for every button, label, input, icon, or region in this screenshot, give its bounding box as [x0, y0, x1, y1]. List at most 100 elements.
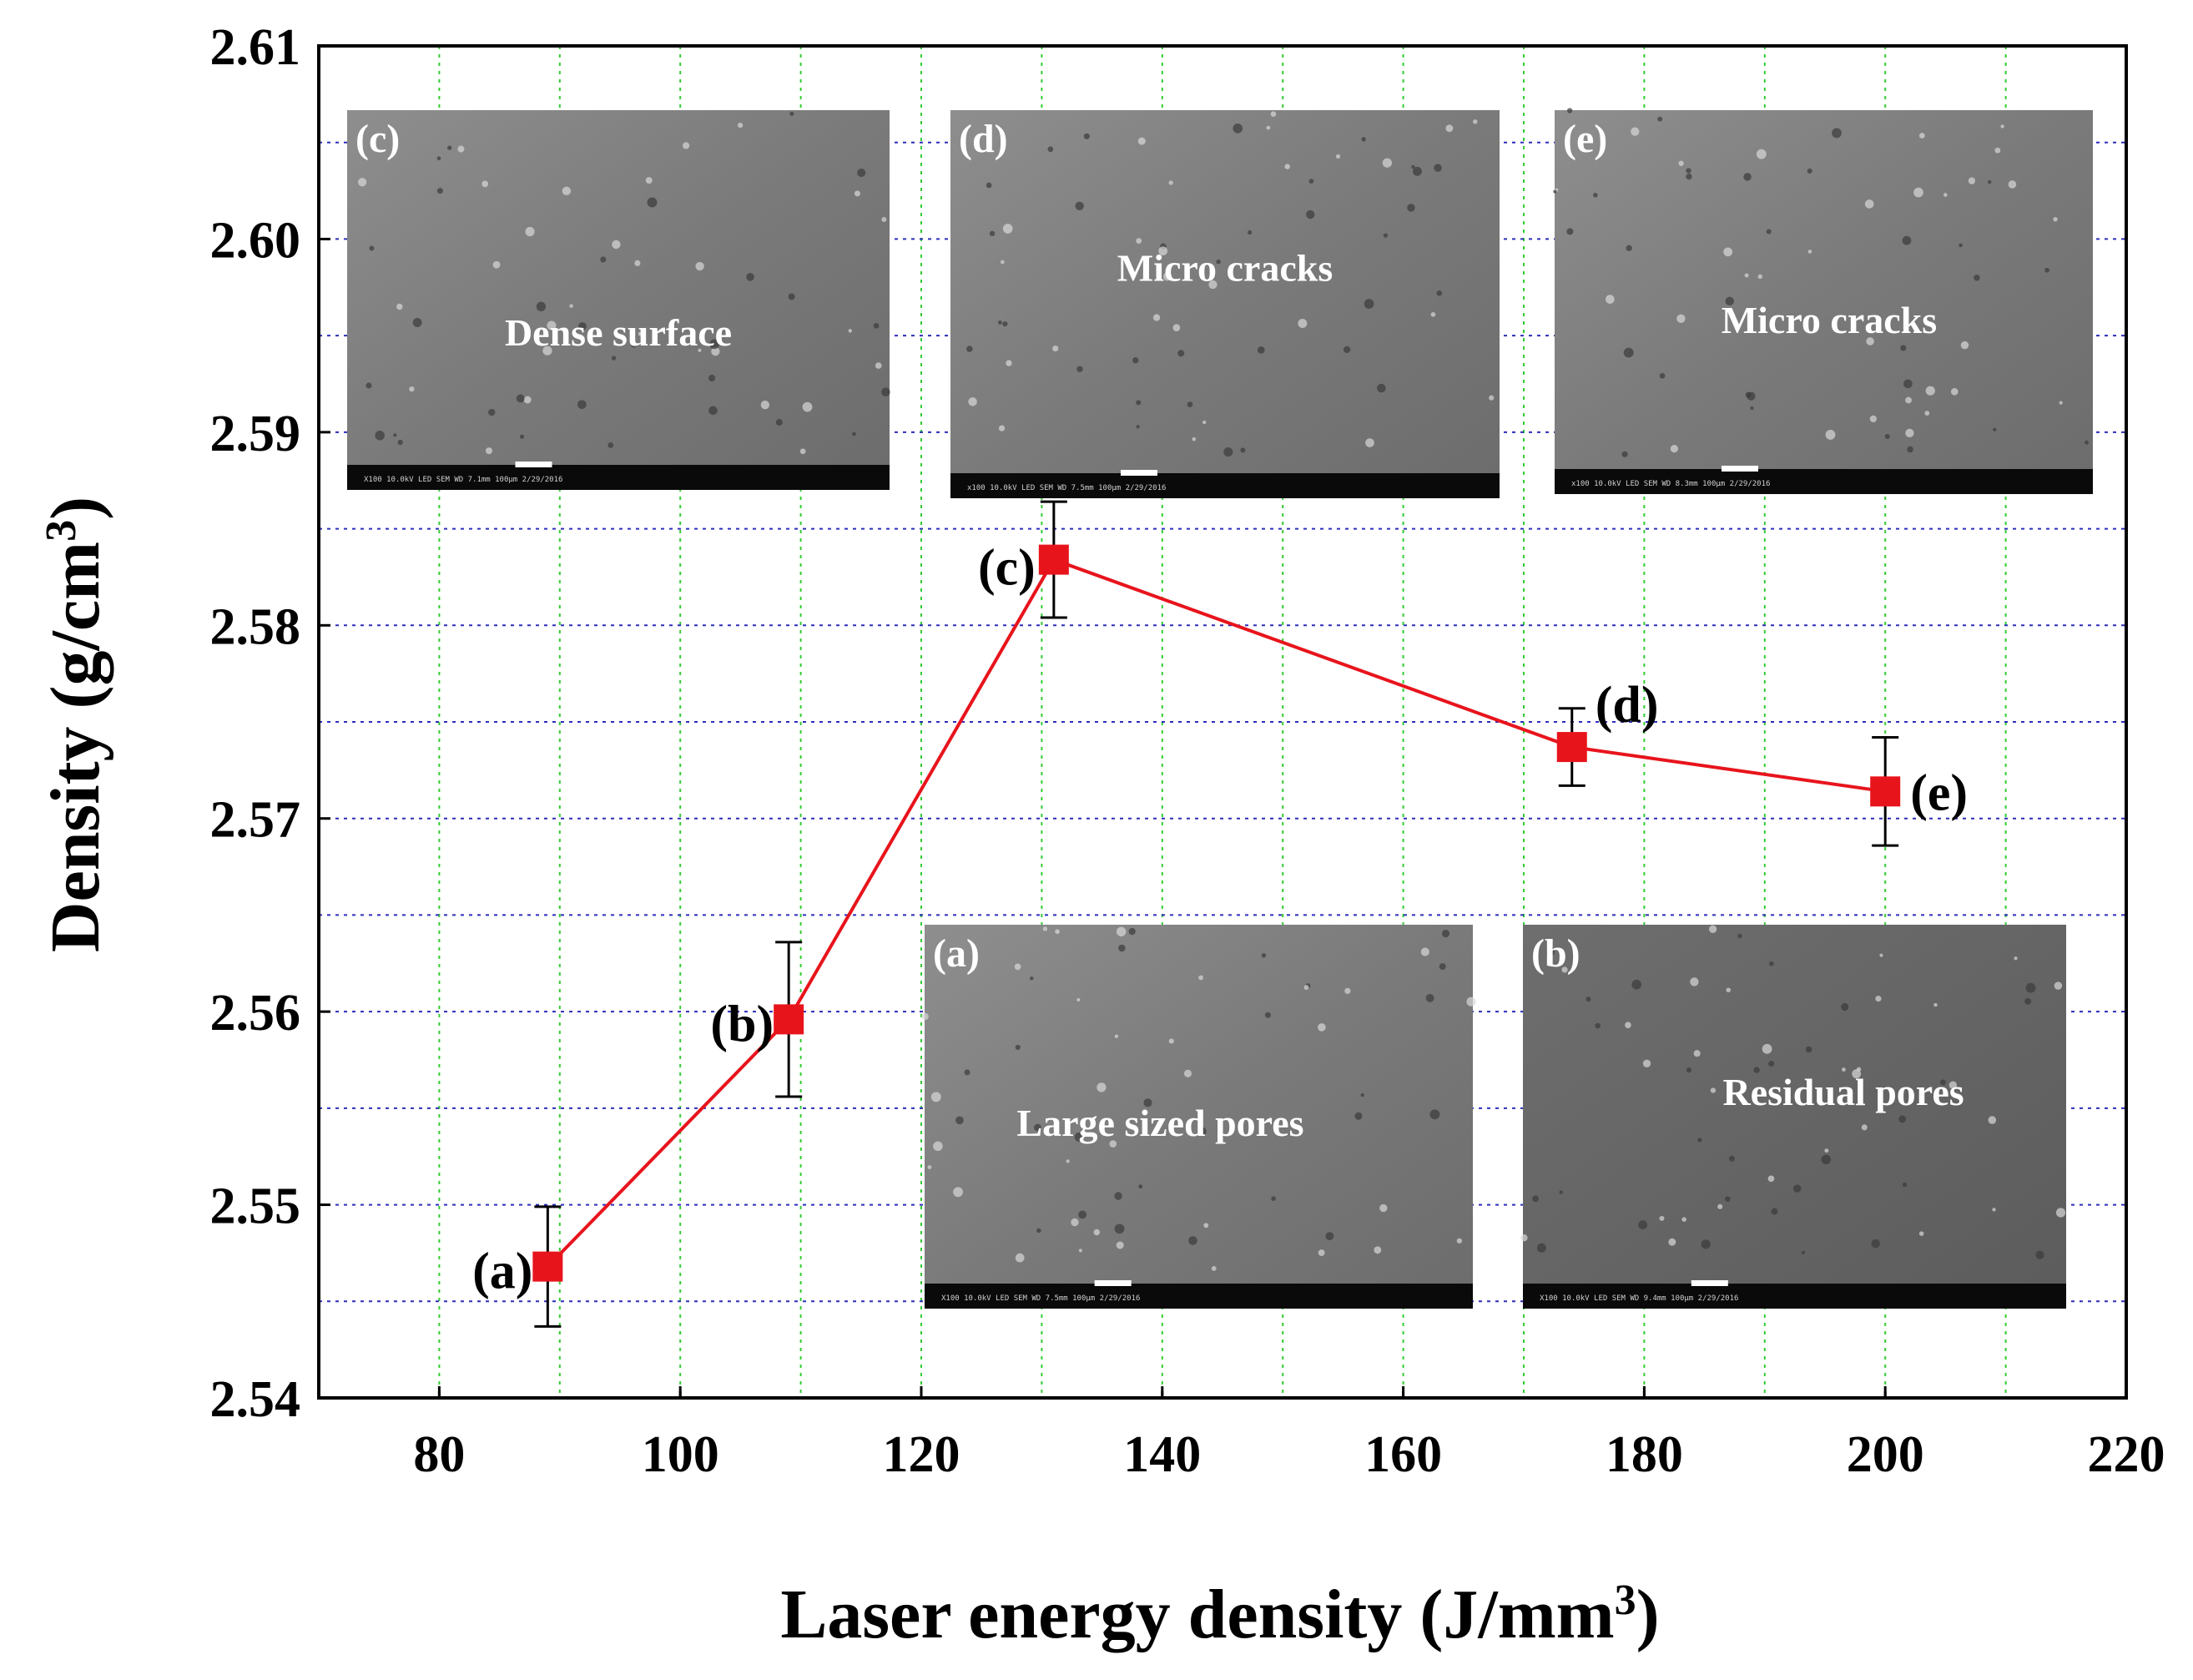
axis-ticks: 80 100 120 140 160 180 200 220 2.54 2.55 2.56 2.57 2…	[210, 19, 2165, 1483]
sem-texture-dot	[1015, 1044, 1021, 1051]
data-point-label: (a)	[472, 1244, 532, 1300]
sem-texture-dot	[1743, 173, 1752, 181]
sem-texture-dot	[1168, 180, 1173, 185]
sem-inset-e: x100 10.0kV LED SEM WD 8.3mm 100μm 2/29/…	[1553, 108, 2093, 494]
sem-texture-dot	[997, 320, 1002, 325]
sem-texture-dot	[1047, 146, 1054, 153]
sem-texture-dot	[711, 346, 720, 356]
sem-texture-dot	[1559, 1190, 1563, 1194]
sem-info-bar	[347, 465, 890, 490]
sem-texture-dot	[1136, 400, 1142, 406]
sem-letter-label: (b)	[1531, 931, 1580, 976]
sem-info-bar	[1523, 1284, 2066, 1309]
sem-texture-dot	[1344, 346, 1351, 354]
sem-texture-dot	[1805, 1046, 1812, 1053]
sem-texture-dot	[802, 401, 813, 412]
sem-texture-dot	[1595, 1022, 1601, 1029]
sem-texture-dot	[523, 396, 532, 404]
sem-texture-dot	[1925, 386, 1935, 396]
sem-texture-dot	[1708, 925, 1717, 933]
sem-scale-bar	[1120, 470, 1157, 476]
sem-texture-dot	[1271, 1196, 1276, 1201]
sem-texture-dot	[1473, 119, 1478, 124]
y-tick-label: 2.56	[210, 985, 301, 1042]
sem-texture-dot	[1187, 401, 1193, 407]
sem-texture-dot	[1360, 1093, 1364, 1097]
sem-inset-b: X100 10.0kV LED SEM WD 9.4mm 100μm 2/29/…	[1520, 925, 2066, 1309]
sem-texture-dot	[481, 180, 489, 188]
sem-texture-dot	[989, 230, 996, 237]
sem-image	[925, 925, 1473, 1309]
sem-texture-dot	[447, 145, 452, 150]
sem-texture-dot	[1701, 1239, 1711, 1249]
sem-texture-dot	[1726, 987, 1732, 993]
sem-texture-dot	[1536, 1243, 1546, 1253]
sem-texture-dot	[1036, 1228, 1041, 1234]
sem-texture-dot	[2024, 997, 2032, 1005]
sem-texture-dot	[1335, 154, 1341, 159]
sem-caption: Micro cracks	[1722, 299, 1937, 341]
sem-texture-dot	[966, 346, 973, 352]
sem-texture-dot	[578, 322, 587, 330]
sem-texture-dot	[1489, 395, 1495, 401]
sem-texture-dot	[577, 400, 587, 410]
sem-image	[950, 110, 1500, 498]
sem-texture-dot	[1109, 1140, 1117, 1148]
data-point-marker	[1038, 544, 1069, 575]
sem-texture-dot	[1002, 321, 1008, 327]
sem-texture-dot	[1766, 229, 1772, 235]
sem-texture-dot	[709, 339, 719, 350]
sem-texture-dot	[746, 273, 754, 281]
sem-texture-dot	[436, 156, 441, 161]
sem-texture-dot	[562, 186, 572, 196]
sem-texture-dot	[1856, 1067, 1862, 1072]
sem-texture-dot	[1668, 1238, 1676, 1246]
sem-texture-dot	[519, 434, 525, 439]
sem-texture-dot	[1884, 434, 1890, 439]
sem-texture-dot	[708, 406, 718, 416]
sem-texture-dot	[1593, 193, 1598, 198]
sem-texture-dot	[1553, 189, 1557, 194]
data-point-label: (e)	[1910, 764, 1968, 821]
sem-texture-dot	[1737, 933, 1742, 939]
sem-texture-dot	[1466, 996, 1476, 1006]
sem-caption: Large sized pores	[1016, 1102, 1303, 1144]
y-tick-label: 2.60	[210, 212, 301, 269]
sem-texture-dot	[1959, 243, 1963, 248]
sem-texture-dot	[1172, 324, 1181, 332]
sem-texture-dot	[1074, 1132, 1084, 1143]
sem-texture-dot	[1723, 247, 1733, 257]
sem-texture-dot	[1861, 1124, 1868, 1131]
sem-texture-dot	[857, 168, 866, 178]
sem-texture-dot	[1670, 444, 1679, 453]
sem-scale-bar	[1721, 466, 1758, 472]
sem-info-text: x100 10.0kV LED SEM WD 8.3mm 100μm 2/29/…	[1571, 480, 1770, 488]
sem-inset-c: X100 10.0kV LED SEM WD 7.1mm 100μm 2/29/…	[347, 110, 890, 490]
sem-caption: Dense surface	[505, 311, 732, 354]
sem-texture-dot	[1128, 927, 1136, 936]
sem-texture-dot	[695, 261, 704, 271]
sem-texture-dot	[1096, 1082, 1107, 1092]
sem-texture-dot	[1902, 235, 1912, 245]
sem-texture-dot	[1756, 149, 1767, 159]
sem-texture-dot	[1905, 396, 1912, 404]
sem-texture-dot	[1807, 250, 1812, 254]
sem-texture-dot	[1832, 128, 1842, 139]
sem-texture-dot	[516, 394, 525, 403]
sem-texture-dot	[1744, 273, 1749, 278]
sem-texture-dot	[1344, 987, 1351, 994]
sem-texture-dot	[1211, 1266, 1217, 1271]
sem-info-bar	[925, 1284, 1473, 1309]
sem-texture-dot	[366, 382, 372, 389]
sem-texture-dot	[1136, 238, 1142, 245]
sem-texture-dot	[760, 401, 770, 410]
sem-texture-dot	[799, 448, 806, 455]
sem-texture-dot	[1114, 1034, 1119, 1038]
sem-texture-dot	[1659, 372, 1666, 379]
sem-texture-dot	[1686, 173, 1692, 180]
sem-texture-dot	[607, 441, 614, 448]
sem-texture-dot	[1621, 451, 1628, 457]
x-tick-label: 120	[883, 1426, 960, 1483]
sem-texture-dot	[1137, 137, 1146, 145]
sem-texture-dot	[1445, 124, 1454, 133]
